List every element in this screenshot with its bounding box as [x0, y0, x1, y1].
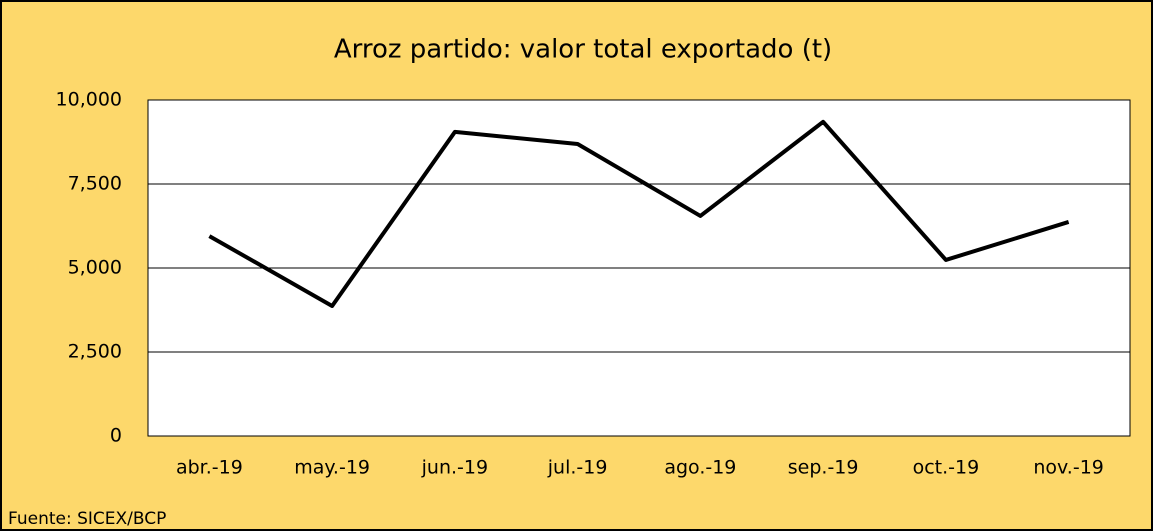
x-tick-label: ago.-19 [664, 457, 736, 479]
x-tick-label: jun.-19 [421, 457, 488, 479]
source-note: Fuente: SICEX/BCP [8, 509, 166, 529]
y-tick-label: 10,000 [56, 89, 122, 111]
x-tick-label: abr.-19 [176, 457, 243, 479]
line [208, 119, 1070, 308]
y-tick-label: 2,500 [68, 341, 122, 363]
x-tick-label: nov.-19 [1033, 457, 1104, 479]
chart-title: Arroz partido: valor total exportado (t) [334, 35, 832, 65]
y-tick-label: 0 [110, 425, 122, 447]
y-tick-label: 5,000 [68, 257, 122, 279]
x-tick-label: sep.-19 [788, 457, 859, 479]
x-tick-label: jul.-19 [547, 457, 608, 479]
x-tick-label: oct.-19 [913, 457, 980, 479]
x-tick-label: may.-19 [294, 457, 370, 479]
y-tick-label: 7,500 [68, 173, 122, 195]
